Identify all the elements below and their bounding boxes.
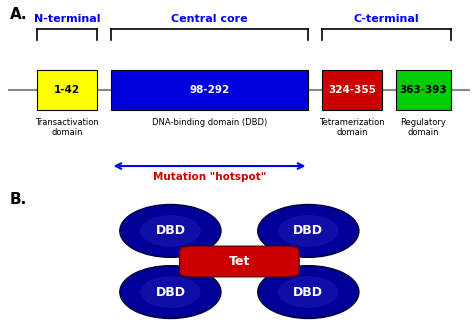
FancyBboxPatch shape (180, 246, 299, 277)
Text: A.: A. (9, 7, 27, 22)
Ellipse shape (120, 205, 221, 257)
Text: DBD: DBD (293, 224, 323, 237)
Text: Mutation "hotspot": Mutation "hotspot" (153, 171, 266, 182)
Ellipse shape (278, 215, 339, 247)
Text: 98-292: 98-292 (189, 85, 229, 95)
Text: Central core: Central core (171, 14, 248, 24)
FancyBboxPatch shape (322, 70, 382, 111)
Ellipse shape (140, 215, 201, 247)
Ellipse shape (140, 276, 201, 308)
Text: DBD: DBD (155, 224, 185, 237)
Text: Tetramerization
domain: Tetramerization domain (319, 118, 385, 137)
Ellipse shape (258, 266, 359, 318)
Text: DBD: DBD (293, 286, 323, 299)
Text: DBD: DBD (155, 286, 185, 299)
Text: 363-393: 363-393 (400, 85, 447, 95)
Text: 1-42: 1-42 (54, 85, 80, 95)
Text: 324-355: 324-355 (328, 85, 376, 95)
Ellipse shape (258, 205, 359, 257)
Text: C-terminal: C-terminal (354, 14, 419, 24)
Text: N-terminal: N-terminal (34, 14, 100, 24)
Text: Regulatory
domain: Regulatory domain (401, 118, 446, 137)
Ellipse shape (120, 266, 221, 318)
Text: B.: B. (9, 192, 27, 207)
Text: DNA-binding domain (DBD): DNA-binding domain (DBD) (152, 118, 267, 127)
Text: Tet: Tet (228, 255, 250, 268)
FancyBboxPatch shape (37, 70, 97, 111)
Ellipse shape (278, 276, 339, 308)
Text: Transactivation
domain: Transactivation domain (35, 118, 99, 137)
FancyBboxPatch shape (396, 70, 451, 111)
FancyBboxPatch shape (110, 70, 308, 111)
